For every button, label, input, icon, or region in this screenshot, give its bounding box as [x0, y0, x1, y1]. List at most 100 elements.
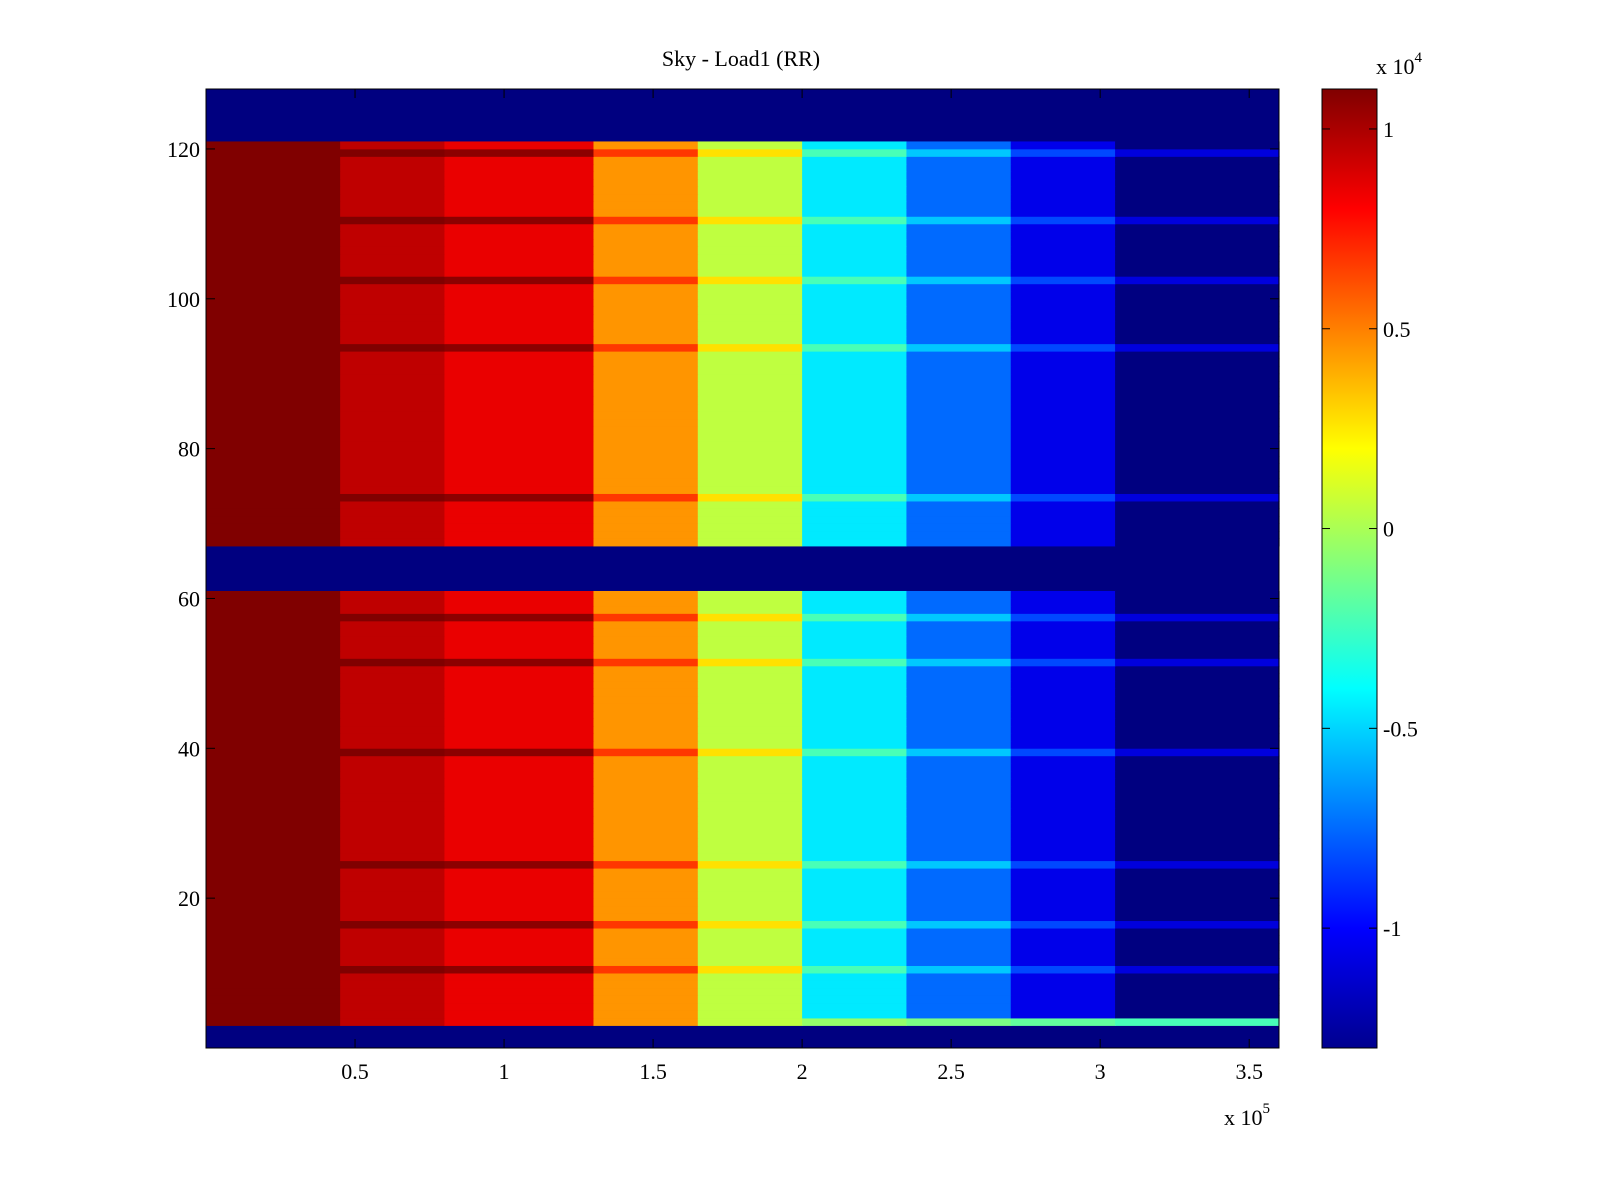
- heatmap-cell: [802, 688, 908, 697]
- heatmap-cell: [444, 298, 595, 307]
- x-tick-label: 2.5: [937, 1059, 965, 1084]
- heatmap-cell: [1010, 478, 1116, 487]
- heatmap-cell: [593, 605, 699, 614]
- heatmap-cell: [1010, 980, 1116, 989]
- heatmap-cell: [1115, 650, 1280, 659]
- heatmap-cell: [802, 920, 908, 929]
- heatmap-cell: [1115, 538, 1280, 547]
- x-exponent-label: x 105: [1224, 1101, 1270, 1130]
- heatmap-cell: [697, 486, 803, 494]
- heatmap-cell: [906, 838, 1012, 847]
- heatmap-cell: [444, 441, 595, 450]
- heatmap-cell: [802, 658, 908, 667]
- y-tick-label: 20: [178, 886, 200, 911]
- heatmap-cell: [340, 268, 446, 277]
- heatmap-cell: [1010, 688, 1116, 697]
- heatmap-cell: [206, 958, 341, 966]
- heatmap-cell: [444, 718, 595, 727]
- heatmap-cell: [593, 186, 699, 195]
- heatmap-cell: [906, 343, 1012, 352]
- heatmap-cell: [1010, 920, 1116, 929]
- heatmap-cell: [1115, 755, 1280, 764]
- heatmap-cell: [593, 755, 699, 764]
- heatmap-cell: [1115, 785, 1280, 794]
- heatmap-cell: [1115, 178, 1280, 187]
- heatmap-cell: [906, 710, 1012, 719]
- heatmap-cell: [206, 778, 341, 787]
- heatmap-cell: [593, 703, 699, 712]
- heatmap-cell: [802, 680, 908, 689]
- heatmap-cell: [906, 703, 1012, 712]
- heatmap-cell: [1010, 628, 1116, 637]
- heatmap-cell: [593, 725, 699, 734]
- heatmap-cell: [802, 725, 908, 734]
- heatmap-cell: [906, 223, 1012, 232]
- heatmap-cell: [593, 898, 699, 907]
- heatmap-cell: [593, 860, 699, 869]
- heatmap-cell: [802, 883, 908, 892]
- heatmap-cell: [593, 501, 699, 509]
- heatmap-cell: [593, 695, 699, 704]
- heatmap-cell: [206, 770, 341, 779]
- heatmap-cell: [906, 935, 1012, 944]
- heatmap-cell: [906, 276, 1012, 285]
- heatmap-cell: [444, 710, 595, 719]
- heatmap-cell: [802, 598, 908, 607]
- heatmap-cell: [697, 148, 803, 157]
- heatmap-cell: [340, 733, 446, 742]
- heatmap-cell: [340, 283, 446, 292]
- heatmap-cell: [1010, 748, 1116, 757]
- heatmap-cell: [444, 590, 595, 599]
- heatmap-cell: [1010, 366, 1116, 375]
- heatmap-cell: [206, 898, 341, 907]
- heatmap-cell: [1115, 875, 1280, 884]
- heatmap-cell: [444, 253, 595, 262]
- heatmap-cell: [1115, 883, 1280, 892]
- heatmap-cell: [206, 763, 341, 772]
- heatmap-cell: [444, 935, 595, 944]
- heatmap-cell: [1010, 208, 1116, 217]
- heatmap-cell: [444, 785, 595, 794]
- heatmap-cell: [1010, 935, 1116, 944]
- heatmap-cell: [593, 201, 699, 210]
- heatmap-cell: [697, 463, 803, 472]
- heatmap-cell: [697, 351, 803, 360]
- heatmap-cell: [444, 321, 595, 330]
- heatmap-cell: [444, 875, 595, 884]
- heatmap-cell: [1115, 291, 1280, 300]
- heatmap-cell: [444, 838, 595, 847]
- heatmap-cell: [593, 463, 699, 472]
- heatmap-cell: [1115, 800, 1280, 809]
- heatmap-cell: [1010, 238, 1116, 247]
- heatmap-cell: [697, 673, 803, 682]
- heatmap-cell: [802, 815, 908, 824]
- heatmap-cell: [340, 613, 446, 622]
- heatmap-cell: [340, 291, 446, 300]
- heatmap-cell: [802, 261, 908, 270]
- x-tick-label: 1.5: [639, 1059, 667, 1084]
- heatmap-cell: [1115, 276, 1280, 285]
- heatmap-cell: [444, 643, 595, 652]
- heatmap-cell: [340, 306, 446, 315]
- heatmap-cell: [1115, 658, 1280, 667]
- heatmap-cell: [802, 531, 908, 539]
- heatmap-cell: [206, 411, 341, 420]
- heatmap-cell: [697, 680, 803, 689]
- heatmap-cell: [906, 523, 1012, 532]
- heatmap-cell: [906, 238, 1012, 247]
- heatmap-cell: [802, 763, 908, 772]
- heatmap-cell: [1010, 605, 1116, 614]
- heatmap-cell: [802, 141, 908, 150]
- heatmap-cell: [593, 665, 699, 674]
- heatmap-cell: [697, 665, 803, 674]
- heatmap-cell: [1010, 508, 1116, 517]
- heatmap-cell: [906, 800, 1012, 809]
- heatmap-cell: [206, 950, 341, 959]
- heatmap-cell: [697, 635, 803, 644]
- heatmap-cell: [802, 523, 908, 532]
- heatmap-cell: [444, 793, 595, 802]
- heatmap-cell: [444, 770, 595, 779]
- heatmap-cell: [697, 396, 803, 405]
- heatmap-cell: [802, 186, 908, 195]
- heatmap-cell: [906, 478, 1012, 487]
